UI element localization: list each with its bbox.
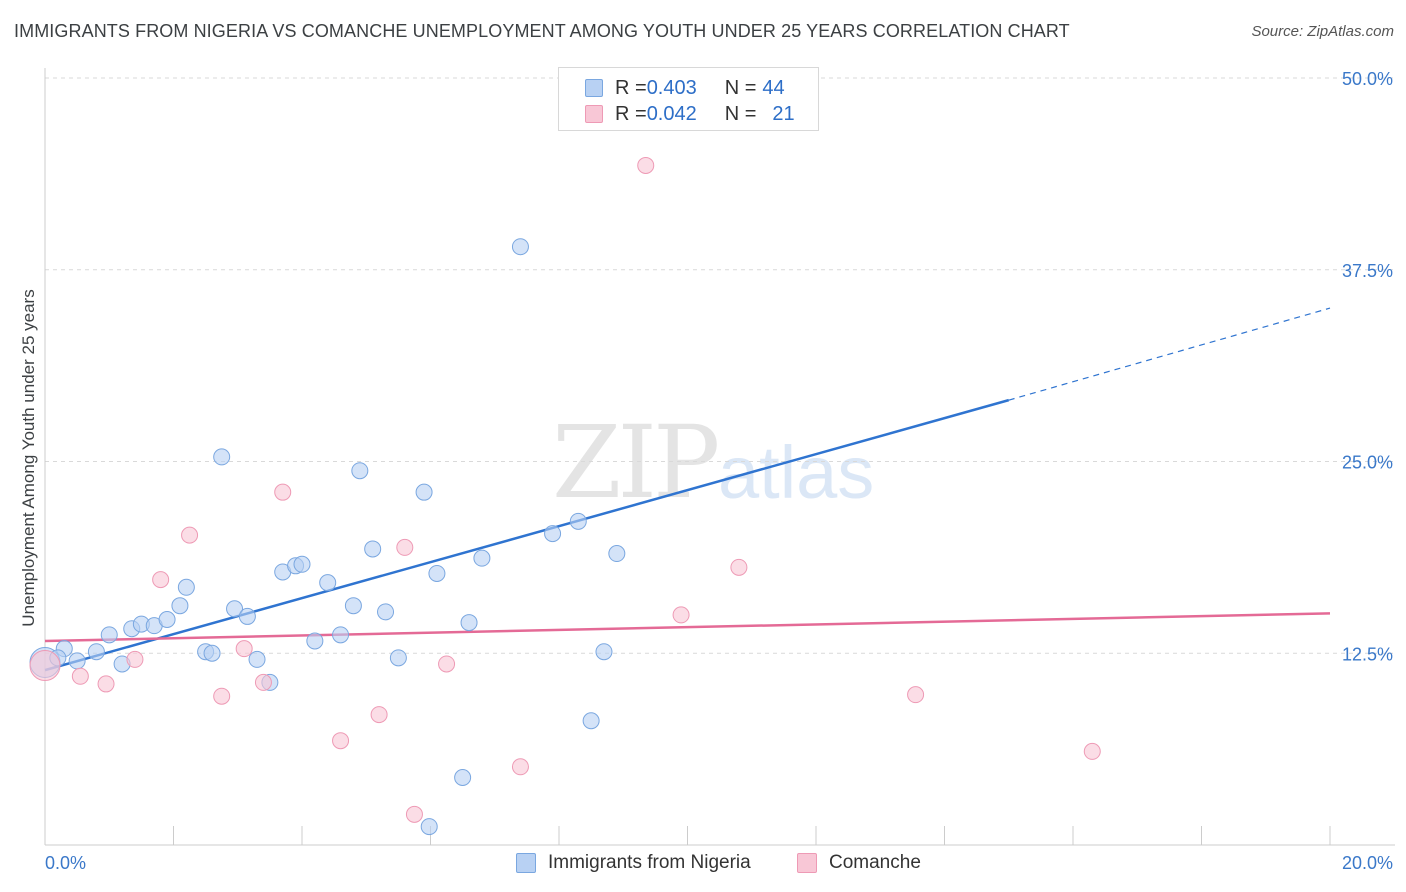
comanche-point [396,538,414,556]
comanche-point [730,558,748,576]
nigeria-point [351,462,369,480]
legend-r-label: R = [615,76,647,99]
nigeria-point [293,555,311,573]
tick-labels: 12.5% 25.0% 37.5% 50.0% 0.0% 20.0% [45,69,1393,873]
nigeria-point [238,607,256,625]
nigeria-point [306,632,324,650]
comanche-point [907,686,925,704]
comanche-point [152,571,170,589]
nigeria-point [248,650,266,668]
nigeria-point [511,238,529,256]
y-tick-label: 25.0% [1342,453,1393,473]
y-axis-title: Unemployment Among Youth under 25 years [19,289,38,626]
watermark-zip: ZIP [552,404,720,521]
legend-swatch-pink [585,105,603,123]
nigeria-point [226,600,244,618]
legend-swatch-pink [797,853,817,873]
legend-r-value: 0.403 [646,76,697,99]
comanche-point [254,673,272,691]
nigeria-point [595,643,613,661]
trend-lines [44,307,1331,672]
nigeria-trendline [44,398,1010,672]
comanche-point [213,687,231,705]
axes [44,68,1395,846]
legend-row-comanche: R = 0.042 N = 21 [585,101,795,127]
nigeria-point [608,545,626,563]
nigeria-point [332,626,350,644]
comanche-trendline [44,612,1331,643]
comanche-point [274,483,292,501]
legend-series-label: Immigrants from Nigeria [548,852,751,873]
nigeria-point [319,574,337,592]
nigeria-point [203,644,221,662]
legend-row-nigeria: R = 0.403 N = 44 [585,75,785,101]
bottom-legend-nigeria: Immigrants from Nigeria [516,852,751,874]
nigeria-point [460,614,478,632]
legend-r-label: R = [615,102,647,125]
legend-swatch-blue [585,79,603,97]
nigeria-point [415,483,433,501]
legend-n-value: 21 [772,102,795,125]
stats-legend: R = 0.403 N = 44 R = 0.042 N = 21 [558,67,819,131]
comanche-point [181,526,199,544]
data-points [29,69,1101,836]
nigeria-point [389,649,407,667]
x-tick-label: 20.0% [1342,853,1393,873]
chart-title: IMMIGRANTS FROM NIGERIA VS COMANCHE UNEM… [14,21,1070,41]
nigeria-point [171,597,189,615]
nigeria-point [177,578,195,596]
y-tick-label: 12.5% [1342,644,1393,664]
nigeria-point [87,643,105,661]
nigeria-trendline-extension [1008,307,1331,401]
y-tick-label: 37.5% [1342,261,1393,281]
nigeria-point [68,652,86,670]
grid-lines [45,77,1395,654]
nigeria-point [582,712,600,730]
comanche-point [235,640,253,658]
comanche-point [126,650,144,668]
bottom-legend-comanche: Comanche [797,852,921,874]
legend-series-label: Comanche [829,852,921,873]
nigeria-point [100,626,118,644]
nigeria-point [473,549,491,567]
nigeria-point [377,603,395,621]
nigeria-point [544,525,562,543]
nigeria-point [213,448,231,466]
comanche-point [332,732,350,750]
x-tick-label: 0.0% [45,853,86,873]
legend-r-value: 0.042 [646,102,697,125]
source-label: Source: ZipAtlas.com [1251,23,1394,40]
nigeria-point [364,540,382,558]
comanche-point [370,706,388,724]
nigeria-point [569,512,587,530]
comanche-point [511,758,529,776]
comanche-point [97,675,115,693]
nigeria-point [158,611,176,629]
nigeria-point [344,597,362,615]
comanche-point [438,655,456,673]
nigeria-point [454,769,472,787]
comanche-point [672,606,690,624]
comanche-point [637,156,655,174]
comanche-point [405,805,423,823]
y-tick-label: 50.0% [1342,69,1393,89]
legend-n-label: N = [724,102,757,125]
nigeria-point [428,564,446,582]
comanche-point [1083,742,1101,760]
legend-n-label: N = [724,76,757,99]
legend-n-value: 44 [762,76,785,99]
legend-swatch-blue [516,853,536,873]
nigeria-point [420,818,438,836]
comanche-point [71,667,89,685]
comanche-point [29,650,61,682]
